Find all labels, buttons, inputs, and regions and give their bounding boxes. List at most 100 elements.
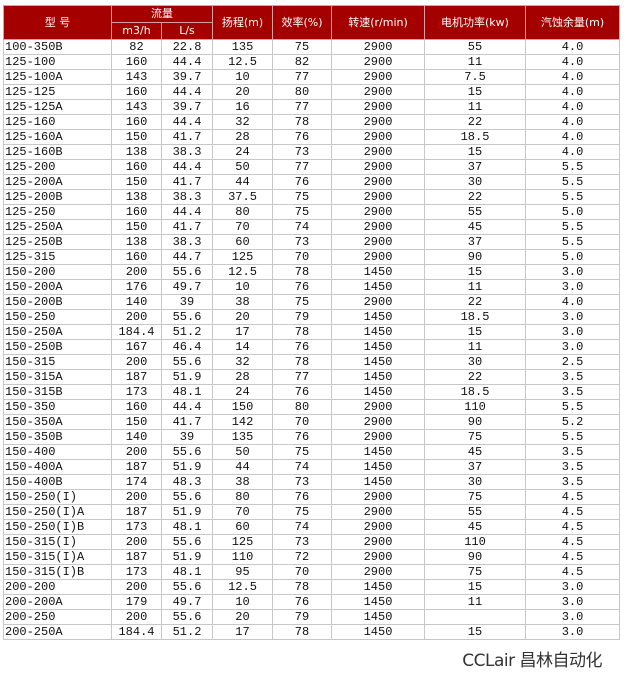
cell-flow-ls: 38.3 [161,189,213,205]
cell-efficiency: 74 [272,459,332,475]
cell-flow-ls: 48.3 [161,474,213,490]
cell-power: 15 [424,264,526,280]
table-row: 150-250(I) 200 55.6 80 76 2900 75 4.5 [3,489,620,505]
cell-npsh: 4.0 [525,84,620,100]
cell-speed: 2900 [331,84,425,100]
cell-speed: 1450 [331,474,425,490]
table-row: 150-350B 140 39 135 76 2900 75 5.5 [3,429,620,445]
cell-speed: 1450 [331,579,425,595]
cell-speed: 2900 [331,249,425,265]
cell-efficiency: 76 [272,384,332,400]
cell-flow-ls: 55.6 [161,579,213,595]
cell-flow-m3h: 138 [111,234,162,250]
cell-model: 150-315B [3,384,112,400]
cell-head: 10 [212,279,273,295]
cell-efficiency: 77 [272,369,332,385]
cell-npsh: 5.0 [525,204,620,220]
cell-head: 24 [212,144,273,160]
cell-power: 45 [424,444,526,460]
cell-head: 70 [212,504,273,520]
cell-head: 135 [212,429,273,445]
cell-head: 60 [212,234,273,250]
cell-speed: 1450 [331,609,425,625]
cell-head: 10 [212,594,273,610]
cell-efficiency: 76 [272,339,332,355]
cell-flow-m3h: 176 [111,279,162,295]
cell-flow-ls: 55.6 [161,534,213,550]
cell-flow-ls: 39.7 [161,69,213,85]
cell-power: 18.5 [424,309,526,325]
cell-flow-m3h: 187 [111,369,162,385]
cell-power: 37 [424,459,526,475]
cell-efficiency: 74 [272,219,332,235]
cell-efficiency: 75 [272,189,332,205]
cell-npsh: 5.5 [525,159,620,175]
table-row: 125-160B 138 38.3 24 73 2900 15 4.0 [3,144,620,160]
cell-model: 150-400A [3,459,112,475]
cell-speed: 2900 [331,489,425,505]
cell-flow-ls: 44.4 [161,159,213,175]
cell-efficiency: 78 [272,579,332,595]
table-row: 150-250 200 55.6 20 79 1450 18.5 3.0 [3,309,620,325]
header-head: 扬程(m) [212,5,273,40]
cell-speed: 1450 [331,279,425,295]
cell-speed: 2900 [331,69,425,85]
header-row: 型 号 流量 扬程(m) 效率(%) 转速(r/min) 电机功率(kw) 汽蚀… [3,5,620,40]
cell-efficiency: 72 [272,549,332,565]
cell-npsh: 4.0 [525,294,620,310]
cell-flow-m3h: 187 [111,549,162,565]
cell-flow-m3h: 160 [111,84,162,100]
cell-head: 24 [212,384,273,400]
cell-model: 150-400 [3,444,112,460]
cell-power: 15 [424,144,526,160]
cell-efficiency: 75 [272,504,332,520]
header-speed: 转速(r/min) [331,5,425,40]
cell-power: 11 [424,339,526,355]
cell-efficiency: 76 [272,594,332,610]
cell-efficiency: 76 [272,279,332,295]
cell-speed: 2900 [331,234,425,250]
cell-power: 22 [424,114,526,130]
cell-head: 38 [212,294,273,310]
cell-flow-m3h: 160 [111,159,162,175]
cell-flow-ls: 46.4 [161,339,213,355]
cell-npsh: 5.5 [525,234,620,250]
cell-flow-m3h: 200 [111,309,162,325]
table-row: 150-315 200 55.6 32 78 1450 30 2.5 [3,354,620,370]
header-flow-ls: L/s [161,22,213,40]
cell-power: 55 [424,39,526,55]
cell-speed: 2900 [331,39,425,55]
cell-flow-ls: 39 [161,294,213,310]
table-row: 125-160 160 44.4 32 78 2900 22 4.0 [3,114,620,130]
cell-power: 75 [424,429,526,445]
cell-efficiency: 73 [272,534,332,550]
cell-flow-m3h: 200 [111,579,162,595]
cell-power: 15 [424,324,526,340]
table-row: 125-125A 143 39.7 16 77 2900 11 4.0 [3,99,620,115]
header-efficiency: 效率(%) [272,5,332,40]
cell-speed: 2900 [331,219,425,235]
cell-head: 20 [212,609,273,625]
cell-power: 30 [424,174,526,190]
cell-model: 125-250A [3,219,112,235]
cell-speed: 1450 [331,624,425,640]
table-row: 150-400A 187 51.9 44 74 1450 37 3.5 [3,459,620,475]
cell-speed: 2900 [331,564,425,580]
table-row: 150-315(I)B 173 48.1 95 70 2900 75 4.5 [3,564,620,580]
cell-model: 125-125 [3,84,112,100]
cell-speed: 2900 [331,129,425,145]
cell-model: 200-250A [3,624,112,640]
cell-model: 150-250(I)A [3,504,112,520]
table-row: 100-350B 82 22.8 135 75 2900 55 4.0 [3,39,620,55]
cell-speed: 2900 [331,144,425,160]
cell-head: 142 [212,414,273,430]
cell-flow-m3h: 150 [111,129,162,145]
cell-power: 22 [424,189,526,205]
cell-efficiency: 77 [272,69,332,85]
cell-flow-m3h: 160 [111,249,162,265]
cell-efficiency: 74 [272,519,332,535]
cell-head: 28 [212,369,273,385]
cell-power: 11 [424,279,526,295]
cell-head: 16 [212,99,273,115]
cell-npsh: 4.0 [525,114,620,130]
